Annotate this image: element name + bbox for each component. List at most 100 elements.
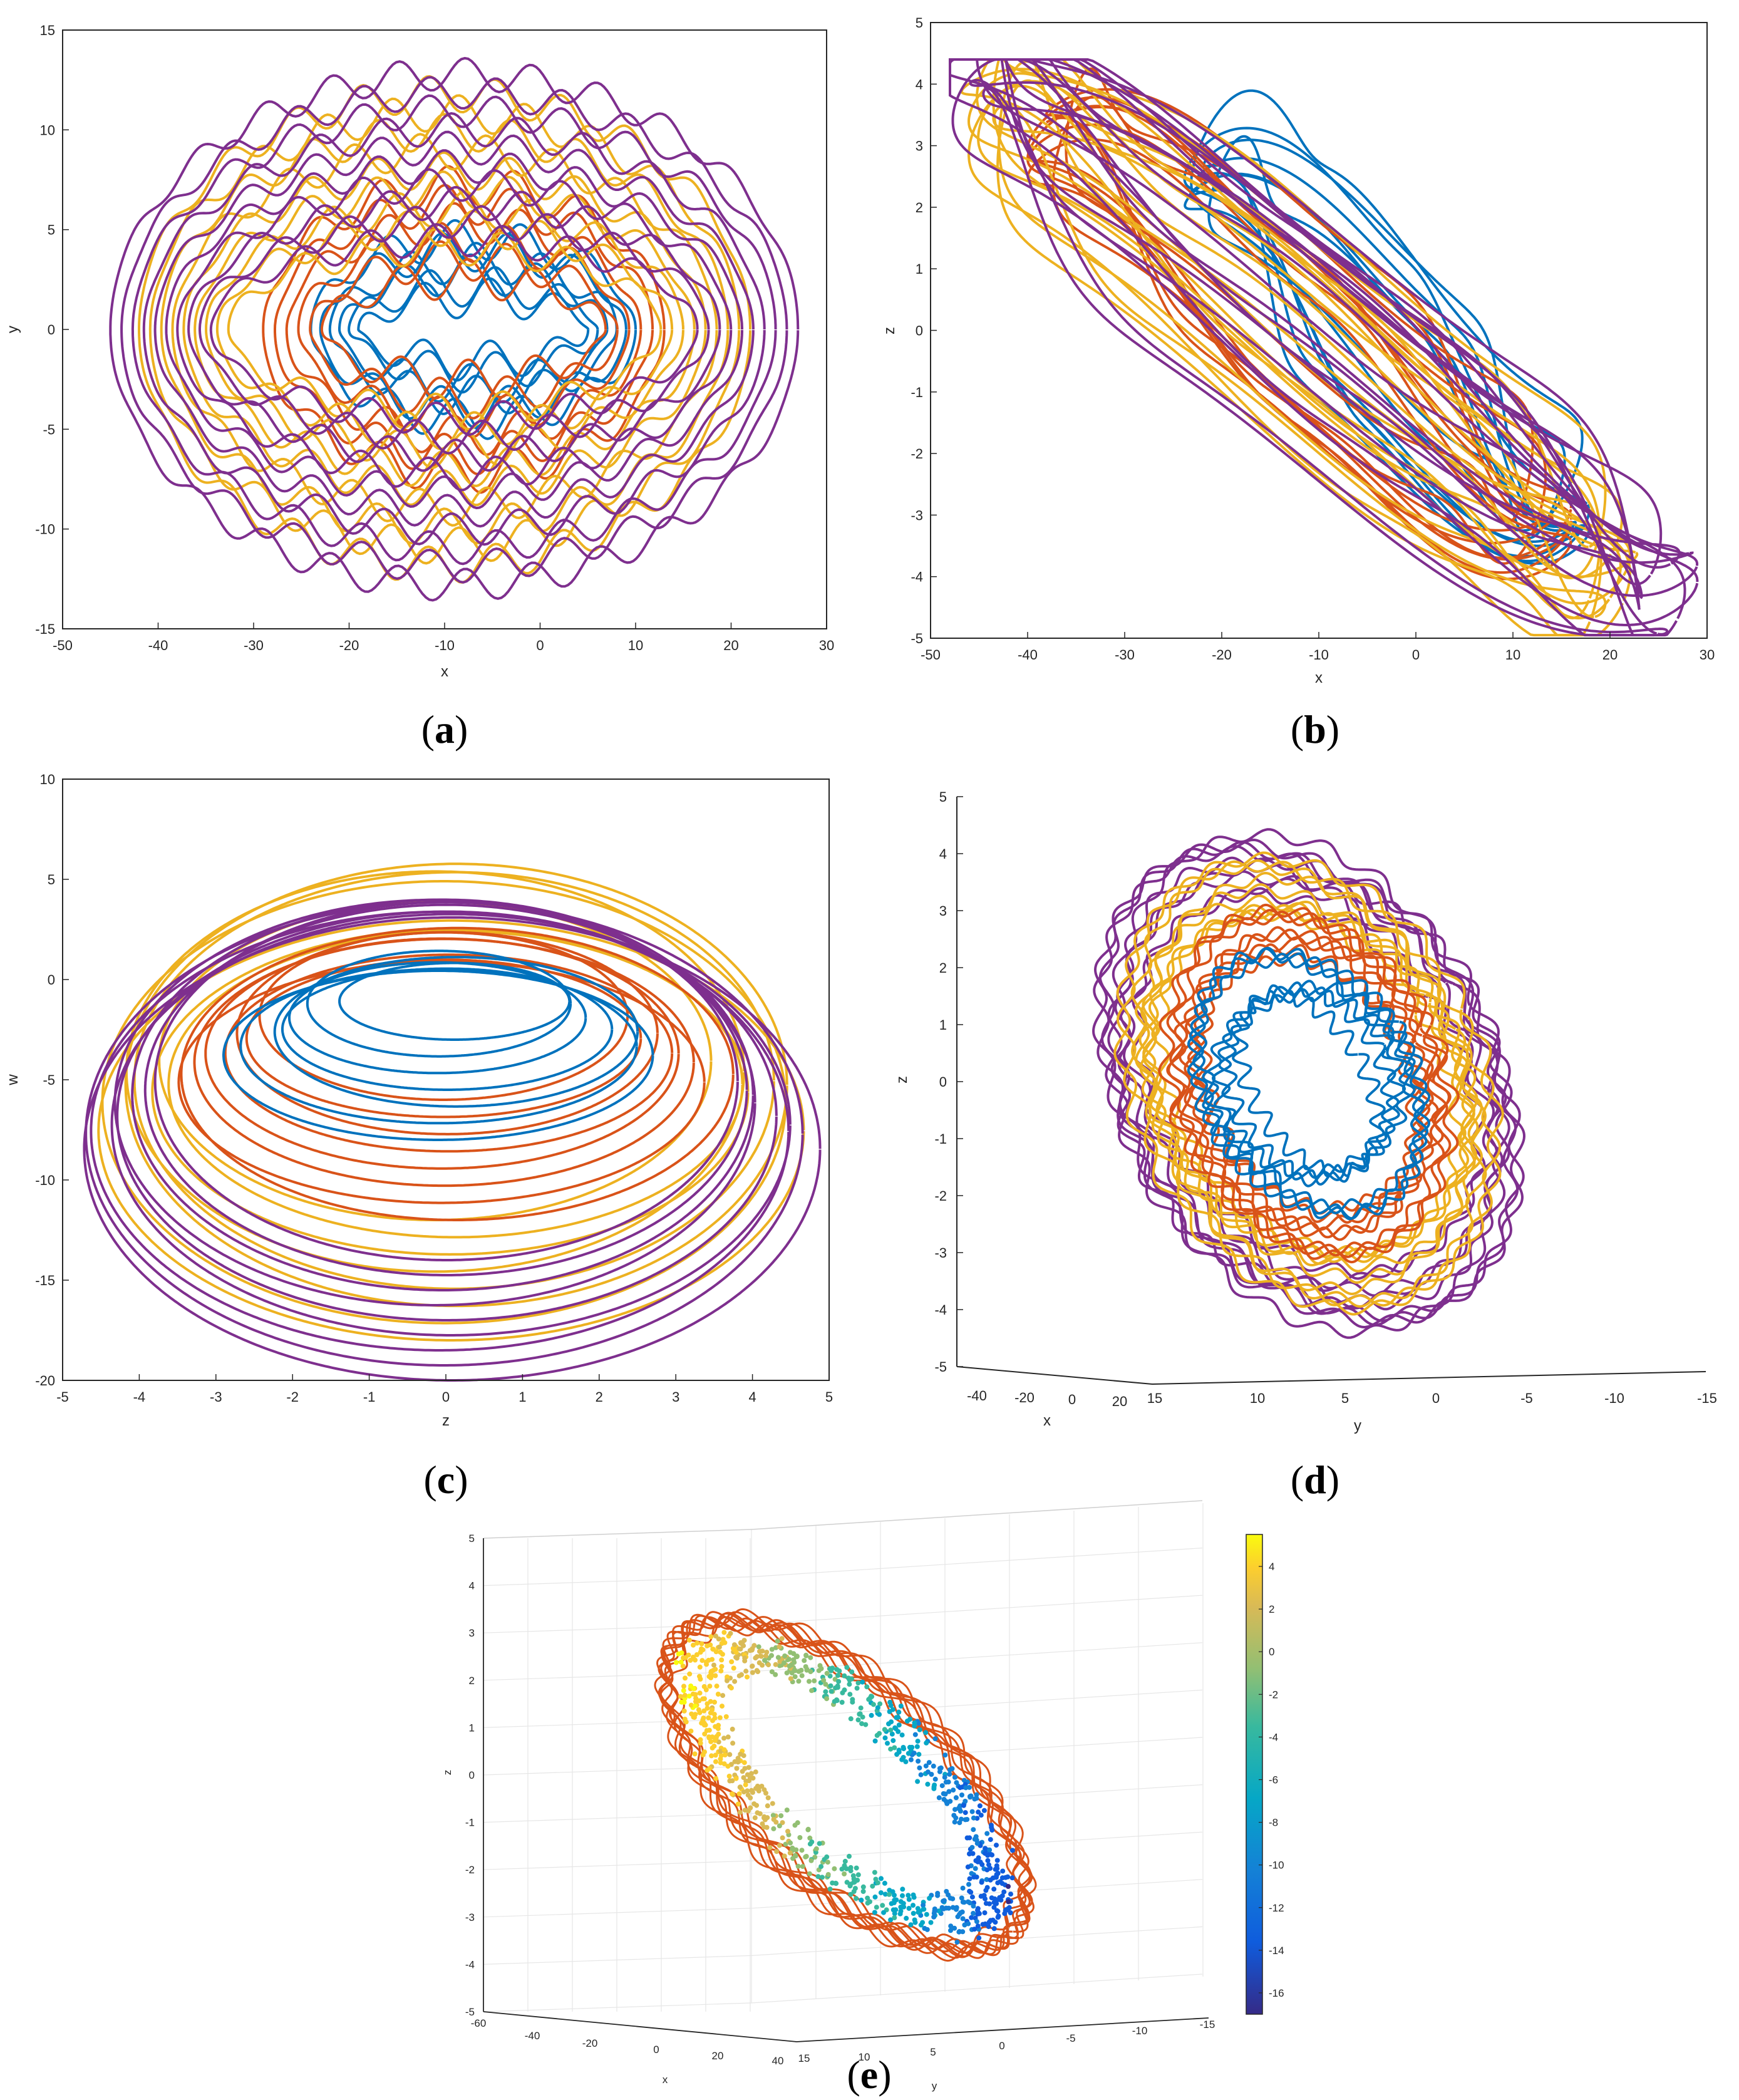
scatter-point bbox=[944, 1905, 949, 1911]
scatter-point bbox=[792, 1668, 798, 1673]
scatter-point bbox=[733, 1655, 739, 1660]
scatter-point bbox=[676, 1651, 681, 1657]
scatter-point bbox=[932, 1736, 938, 1742]
scatter-point bbox=[1009, 1848, 1015, 1853]
scatter-point bbox=[834, 1697, 839, 1703]
scatter-point bbox=[957, 1785, 963, 1791]
scatter-point bbox=[693, 1695, 699, 1701]
scatter-point bbox=[741, 1760, 747, 1766]
scatter-point bbox=[720, 1652, 725, 1657]
scatter-point bbox=[816, 1668, 822, 1673]
scatter-point bbox=[935, 1891, 941, 1896]
scatter-point bbox=[783, 1841, 788, 1847]
scatter-point bbox=[787, 1663, 792, 1669]
scatter-point bbox=[991, 1926, 997, 1932]
y-tick-label: -2 bbox=[911, 446, 923, 462]
scatter-point bbox=[911, 1751, 917, 1756]
scatter-point bbox=[686, 1694, 692, 1699]
y-tick-label: 15 bbox=[798, 2052, 810, 2064]
scatter-point bbox=[880, 1903, 885, 1908]
x-tick-label: -1 bbox=[363, 1389, 376, 1405]
scatter-point bbox=[912, 1720, 917, 1725]
scatter-point bbox=[961, 1777, 967, 1783]
scatter-point bbox=[983, 1901, 989, 1906]
scatter-point bbox=[764, 1650, 770, 1655]
scatter-point bbox=[949, 1766, 955, 1771]
z-tick-label: 5 bbox=[469, 1533, 475, 1544]
scatter-point bbox=[971, 1815, 976, 1821]
scatter-point bbox=[770, 1801, 775, 1806]
scatter-point bbox=[941, 1797, 947, 1802]
scatter-point bbox=[699, 1658, 705, 1663]
scatter-point bbox=[681, 1655, 686, 1661]
scatter-point bbox=[944, 1889, 949, 1894]
scatter-point bbox=[712, 1699, 717, 1705]
scatter-point bbox=[842, 1858, 848, 1864]
series-line-red_orange bbox=[1169, 910, 1448, 1257]
scatter-point bbox=[840, 1690, 845, 1695]
series-line-blue bbox=[338, 961, 571, 1041]
scatter-point bbox=[976, 1910, 981, 1915]
scatter-point bbox=[777, 1823, 782, 1829]
scatter-point bbox=[860, 1714, 865, 1720]
scatter-point bbox=[967, 1888, 973, 1894]
scatter-point bbox=[957, 1911, 962, 1917]
scatter-point bbox=[799, 1848, 805, 1853]
x-tick-label: 1 bbox=[519, 1389, 526, 1405]
scatter-point bbox=[873, 1876, 879, 1882]
x-tick-label: 20 bbox=[712, 2050, 724, 2062]
scatter-point bbox=[681, 1708, 687, 1714]
scatter-point bbox=[847, 1853, 852, 1859]
scatter-point bbox=[965, 1864, 971, 1870]
series-line-yellow bbox=[124, 862, 788, 1308]
scatter-point bbox=[722, 1752, 728, 1757]
scatter-point bbox=[792, 1674, 798, 1680]
scatter-point bbox=[732, 1759, 738, 1764]
scatter-point bbox=[727, 1778, 733, 1784]
scatter-point bbox=[743, 1668, 749, 1674]
scatter-point bbox=[999, 1881, 1005, 1886]
z-tick-label: 3 bbox=[469, 1627, 475, 1639]
grid-line bbox=[751, 1973, 1203, 2004]
scatter-point bbox=[892, 1893, 897, 1898]
scatter-point bbox=[800, 1864, 805, 1870]
scatter-point bbox=[908, 1757, 914, 1762]
scatter-point bbox=[839, 1866, 845, 1872]
caption-e-wrap: (e) bbox=[847, 2052, 891, 2097]
colorbar-tick-label: -12 bbox=[1269, 1902, 1284, 1914]
scatter-point bbox=[882, 1880, 887, 1886]
z-tick-label: 4 bbox=[469, 1580, 475, 1592]
scatter-point bbox=[887, 1888, 892, 1893]
scatter-point bbox=[936, 1908, 942, 1914]
scatter-point bbox=[988, 1877, 993, 1883]
series-line-blue bbox=[1202, 980, 1416, 1187]
scatter-point bbox=[875, 1705, 880, 1710]
scatter-point bbox=[780, 1835, 785, 1841]
scatter-point bbox=[995, 1880, 1001, 1886]
x-tick-label: -10 bbox=[1309, 647, 1329, 663]
caption-a: (a) bbox=[421, 707, 468, 752]
y-tick-label: -5 bbox=[43, 1072, 55, 1088]
scatter-point bbox=[748, 1795, 753, 1801]
z-tick-label: 2 bbox=[469, 1675, 475, 1687]
scatter-point bbox=[803, 1854, 808, 1859]
scatter-point bbox=[879, 1876, 884, 1881]
scatter-point bbox=[794, 1653, 800, 1659]
y-tick-label: -5 bbox=[43, 422, 55, 437]
colorbar-tick-label: 4 bbox=[1269, 1561, 1274, 1573]
plot-points-e bbox=[673, 1630, 1015, 1945]
y-tick-label: -10 bbox=[35, 522, 55, 537]
scatter-point bbox=[699, 1720, 704, 1726]
x-tick-label: -5 bbox=[56, 1389, 69, 1405]
series-line-blue bbox=[306, 949, 572, 1058]
scatter-point bbox=[710, 1707, 715, 1712]
x-tick-label: -3 bbox=[210, 1389, 222, 1405]
y-tick-label: -10 bbox=[35, 1172, 55, 1188]
scatter-point bbox=[730, 1791, 735, 1797]
scatter-point bbox=[848, 1891, 854, 1897]
scatter-point bbox=[964, 1835, 970, 1841]
scatter-point bbox=[975, 1923, 981, 1929]
scatter-point bbox=[713, 1724, 718, 1729]
scatter-point bbox=[931, 1910, 937, 1916]
scatter-point bbox=[900, 1893, 905, 1898]
